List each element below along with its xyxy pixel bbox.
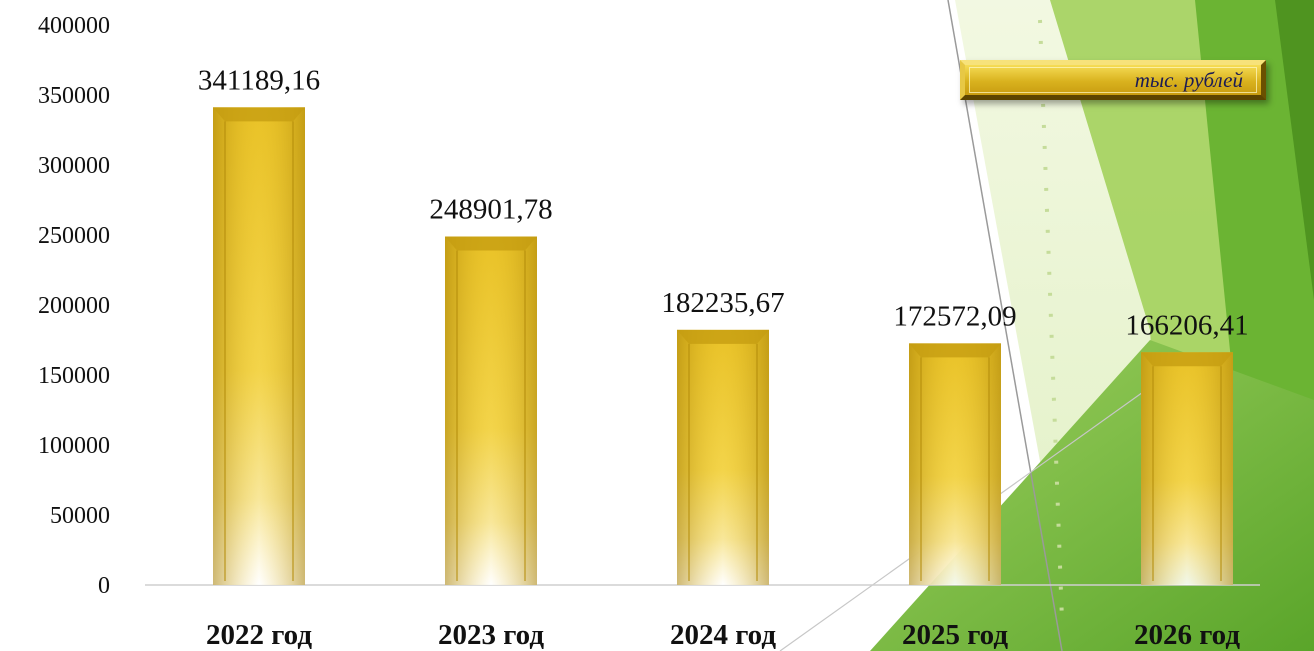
y-tick-label: 300000 [38, 153, 110, 179]
bar-2025 год [909, 343, 1001, 585]
bar-top-bevel [909, 343, 1001, 358]
data-label: 248901,78 [429, 194, 552, 226]
y-tick-label: 50000 [50, 503, 110, 529]
bar-2024 год [677, 329, 769, 585]
data-label: 172572,09 [893, 300, 1016, 332]
bar-bevel [1141, 352, 1233, 585]
data-label: 341189,16 [198, 64, 320, 96]
y-axis: 0 50000 100000 150000 200000 250000 300000 3500… [38, 13, 110, 599]
x-axis: 2022 год 2023 год 2024 год 2025 год 2026 год [206, 619, 1240, 651]
data-labels: 341189,16 248901,78 182235,67 172572,09 1662… [198, 64, 1249, 341]
x-tick-label: 2024 год [670, 619, 776, 651]
y-tick-label: 0 [98, 573, 110, 599]
data-label: 182235,67 [661, 287, 784, 319]
unit-label-box: тыс. рублей [960, 60, 1266, 100]
data-label: 166206,41 [1125, 309, 1248, 341]
unit-label-frame [969, 67, 1257, 93]
bar-bevel [909, 343, 1001, 585]
x-tick-label: 2025 год [902, 619, 1008, 651]
bar-bevel [677, 329, 769, 585]
y-tick-label: 200000 [38, 293, 110, 319]
unit-label: тыс. рублей [1134, 67, 1243, 92]
bg-thin-line [947, 0, 1063, 651]
bg-green-arrow [1275, 0, 1314, 300]
y-tick-label: 100000 [38, 433, 110, 459]
bar-2022 год [213, 107, 305, 585]
bar-2026 год [1141, 352, 1233, 585]
bar-top-bevel [677, 329, 769, 344]
bar-bevel [213, 107, 305, 585]
x-tick-label: 2022 год [206, 619, 312, 651]
bars [213, 107, 1233, 585]
bar-top-bevel [1141, 352, 1233, 367]
bar-top-bevel [213, 107, 305, 122]
y-tick-label: 150000 [38, 363, 110, 389]
x-tick-label: 2026 год [1134, 619, 1240, 651]
y-tick-label: 350000 [38, 83, 110, 109]
y-tick-label: 250000 [38, 223, 110, 249]
x-tick-label: 2023 год [438, 619, 544, 651]
y-tick-label: 400000 [38, 13, 110, 39]
bar-top-bevel [445, 236, 537, 251]
bar-bevel [445, 236, 537, 585]
bar-2023 год [445, 236, 537, 585]
